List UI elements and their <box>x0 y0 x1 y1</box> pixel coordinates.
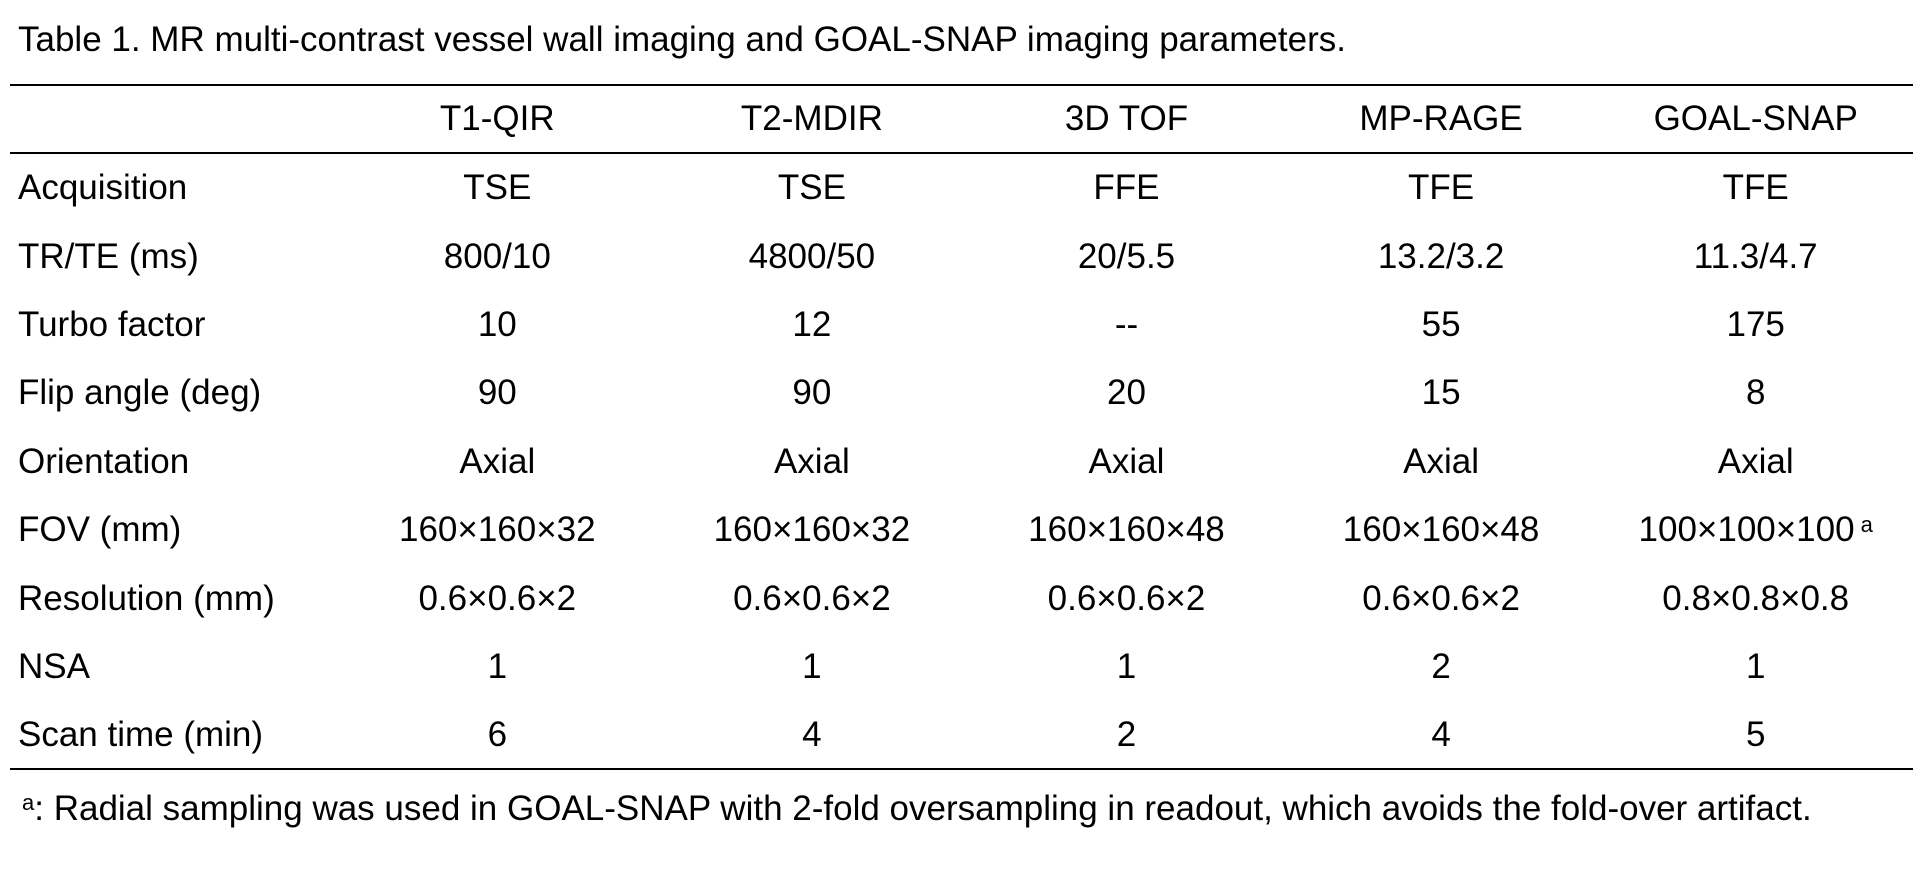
row-label: Scan time (min) <box>18 715 264 755</box>
table-cell: 2 <box>1116 715 1137 755</box>
table-cell-with-note: 100×100×100 a <box>1598 496 1913 564</box>
table-caption: Table 1. MR multi-contrast vessel wall i… <box>18 20 1346 59</box>
table-cell: Axial <box>773 441 850 481</box>
table-cell: 13.2/3.2 <box>1377 236 1505 276</box>
table-cell: Axial <box>1088 441 1165 481</box>
table-row: Scan time (min) 6 4 2 4 5 <box>10 701 1913 769</box>
table-cell: Axial <box>459 441 536 481</box>
table-cell: 6 <box>487 715 508 755</box>
row-label: Resolution (mm) <box>18 578 275 618</box>
table-row: Orientation Axial Axial Axial Axial Axia… <box>10 428 1913 496</box>
table-row: Resolution (mm) 0.6×0.6×2 0.6×0.6×2 0.6×… <box>10 564 1913 632</box>
table-cell: 5 <box>1745 715 1766 755</box>
table-cell: 0.6×0.6×2 <box>1047 578 1206 618</box>
table-cell: 0.8×0.8×0.8 <box>1662 578 1850 618</box>
table-cell: 90 <box>477 373 517 413</box>
table-cell-value: 100×100×100 <box>1638 510 1855 550</box>
table-cell: 4 <box>802 715 822 755</box>
row-label: Acquisition <box>18 168 188 208</box>
header-cell-mp-rage: MP-RAGE <box>1359 99 1523 138</box>
table-cell: TSE <box>777 168 846 208</box>
table-cell: 1 <box>1116 646 1137 686</box>
table-row: NSA 1 1 1 2 1 <box>10 633 1913 701</box>
table-cell: TFE <box>1408 168 1475 208</box>
header-rule <box>10 152 1913 154</box>
table-cell: 15 <box>1421 373 1461 413</box>
table-row: Acquisition TSE TSE FFE TFE TFE <box>10 152 1913 222</box>
table-cell: 160×160×32 <box>398 510 596 550</box>
footnote-text: : Radial sampling was used in GOAL-SNAP … <box>34 789 1812 828</box>
table-cell: 8 <box>1745 373 1766 413</box>
table-footnote: a: Radial sampling was used in GOAL-SNAP… <box>22 780 1902 831</box>
table-row: Flip angle (deg) 90 90 20 15 8 <box>10 359 1913 427</box>
table-cell: 4 <box>1431 715 1451 755</box>
table-cell: 1 <box>487 646 508 686</box>
table-cell: 0.6×0.6×2 <box>418 578 577 618</box>
table-row: FOV (mm) 160×160×32 160×160×32 160×160×4… <box>10 496 1913 564</box>
table-cell: 0.6×0.6×2 <box>733 578 891 618</box>
header-cell-t1-qir: T1-QIR <box>439 99 555 138</box>
header-cell-t2-mdir: T2-MDIR <box>740 99 883 138</box>
table-cell: 1 <box>802 646 822 686</box>
table-cell: 20/5.5 <box>1077 236 1176 276</box>
table-cell: 160×160×48 <box>1028 510 1225 550</box>
table-row: TR/TE (ms) 800/10 4800/50 20/5.5 13.2/3.… <box>10 222 1913 290</box>
header-cell-goal-snap: GOAL-SNAP <box>1653 99 1858 138</box>
row-label: Flip angle (deg) <box>18 373 262 413</box>
table-cell: 4800/50 <box>748 236 876 276</box>
table-cell: Axial <box>1717 441 1794 481</box>
header-row: T1-QIR T2-MDIR 3D TOF MP-RAGE GOAL-SNAP <box>10 86 1913 152</box>
table-cell: 1 <box>1745 646 1766 686</box>
table-cell: 160×160×48 <box>1342 510 1540 550</box>
table-cell: 90 <box>792 373 832 413</box>
footnote-marker: a <box>1860 512 1873 538</box>
table-cell: 175 <box>1726 304 1785 344</box>
table-cell: 55 <box>1421 304 1461 344</box>
bottom-rule <box>10 768 1913 770</box>
row-label: TR/TE (ms) <box>18 236 199 276</box>
table-cell: 20 <box>1107 373 1146 413</box>
table-cell: 10 <box>477 304 517 344</box>
table-cell: Axial <box>1403 441 1480 481</box>
header-cell-empty <box>10 86 340 152</box>
parameters-table: T1-QIR T2-MDIR 3D TOF MP-RAGE GOAL-SNAP … <box>10 86 1913 770</box>
table-cell: 11.3/4.7 <box>1693 236 1818 276</box>
table-cell: -- <box>1114 304 1139 344</box>
row-label: FOV (mm) <box>18 510 182 550</box>
row-label: NSA <box>18 646 90 686</box>
table-cell: FFE <box>1093 168 1160 208</box>
table-cell: 12 <box>792 304 832 344</box>
table-row: Turbo factor 10 12 -- 55 175 <box>10 291 1913 359</box>
top-rule <box>10 84 1913 86</box>
row-label: Orientation <box>18 441 190 481</box>
table-cell: 2 <box>1431 646 1451 686</box>
table-cell: TFE <box>1722 168 1789 208</box>
table-cell: 800/10 <box>443 236 551 276</box>
row-label: Turbo factor <box>18 304 206 344</box>
header-cell-3d-tof: 3D TOF <box>1064 99 1189 138</box>
table-cell: 160×160×32 <box>713 510 911 550</box>
table-cell: TSE <box>463 168 532 208</box>
footnote-marker: a <box>22 790 35 815</box>
table-cell: 0.6×0.6×2 <box>1362 578 1520 618</box>
